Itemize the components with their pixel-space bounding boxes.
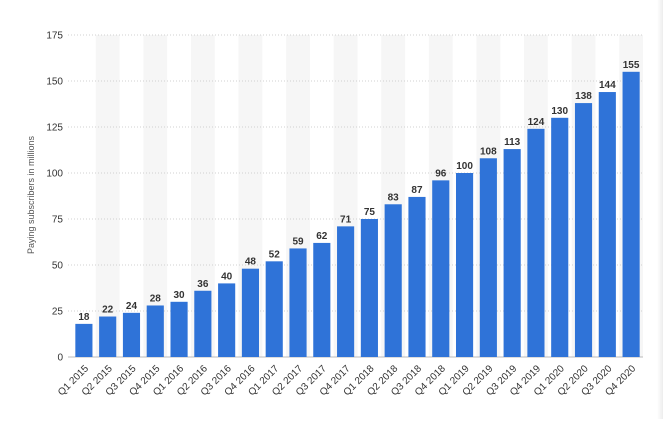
bar [146,305,164,357]
bar [289,248,307,357]
bar [408,196,426,357]
data-label: 36 [197,279,209,290]
bars [75,71,640,358]
data-label: 87 [411,185,423,196]
plot-band [190,35,215,357]
y-axis-label: Paying subscribers in millions [26,135,36,254]
data-label: 28 [150,293,162,304]
data-label: 113 [504,137,521,148]
bar [265,261,283,357]
bar [99,316,117,357]
bar [241,268,260,357]
data-label: 30 [174,290,186,301]
data-label: 71 [340,214,352,225]
data-label: 59 [292,236,304,247]
data-label: 52 [269,249,281,260]
data-label: 62 [316,231,328,242]
data-label: 96 [435,168,447,179]
data-label: 83 [388,192,400,203]
data-label: 40 [221,271,233,282]
data-label: 48 [245,257,257,268]
scroll-edge [657,0,663,419]
data-label: 24 [126,301,138,312]
plot-band [95,35,120,357]
y-tick-label: 75 [52,215,64,226]
bar [313,242,331,357]
data-label: 124 [528,117,545,128]
bar [194,290,212,357]
y-tick-label: 150 [46,77,63,88]
bar [574,103,593,357]
bar [122,312,141,357]
bar [479,158,497,357]
y-tick-label: 25 [52,307,64,318]
y-tick-label: 0 [57,353,63,364]
bar [551,117,569,357]
data-label: 22 [102,305,114,316]
bar [360,219,378,357]
data-label: 130 [551,106,568,117]
data-label: 18 [78,312,90,323]
bar [337,226,355,357]
data-labels: 18 22 24 28 30 36 40 48 52 59 62 71 75 83 87 96 100 108 11… [78,60,640,323]
bar [218,283,236,357]
bar [503,149,521,357]
data-label: 75 [364,207,376,218]
bar [170,301,188,357]
data-label: 144 [599,80,616,91]
y-tick-label: 100 [46,169,63,180]
y-tick-label: 50 [52,261,64,272]
bar [384,204,402,357]
bar [75,323,93,357]
bar [622,71,640,358]
data-label: 138 [575,91,592,102]
y-tick-label: 125 [46,123,63,134]
bar [598,92,616,357]
data-label: 155 [623,60,640,71]
y-axis-ticks: 0 25 50 75 100 125 150 175 [46,31,63,364]
plot-band [143,35,168,357]
data-label: 100 [456,161,473,172]
bar [455,173,474,357]
bar [527,128,545,357]
data-label: 108 [480,146,497,157]
bar [432,180,450,357]
y-tick-label: 175 [46,31,63,42]
